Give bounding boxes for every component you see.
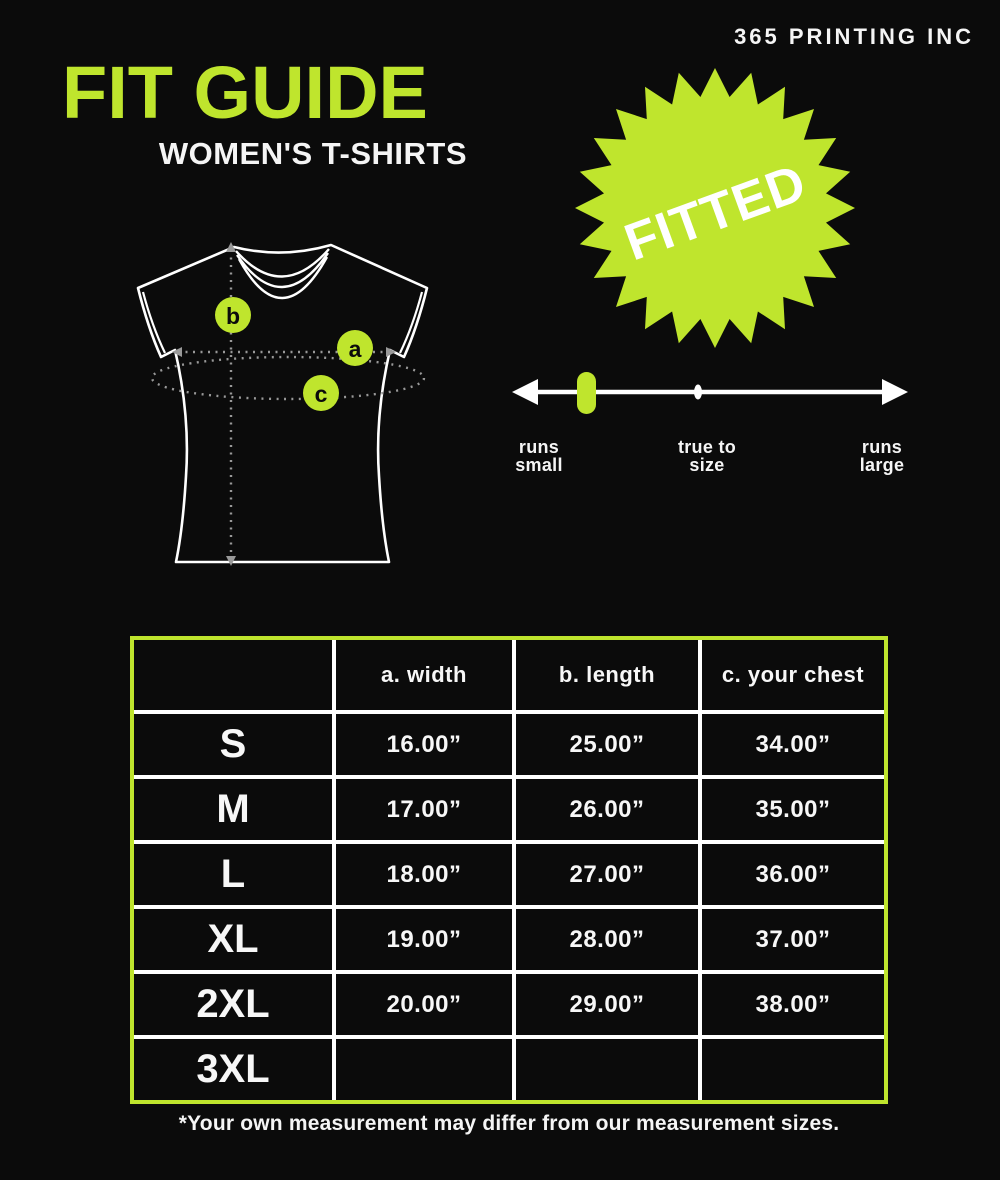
starburst-icon: FITTED — [575, 68, 855, 348]
label-true-to-size: true to size — [677, 437, 737, 475]
table-cell-chest: 34.00” — [702, 714, 884, 775]
page-subtitle: WOMEN'S T-SHIRTS — [158, 136, 467, 171]
tshirt-diagram: b a c — [125, 226, 455, 581]
table-cell-length: 29.00” — [516, 974, 698, 1035]
fit-scale-arrow-icon — [512, 372, 908, 414]
table-cell-chest: 36.00” — [702, 844, 884, 905]
table-cell-chest — [702, 1039, 884, 1100]
label-runs-small: runs small — [515, 437, 563, 475]
table-row-size: S — [134, 714, 332, 775]
table-row-size: L — [134, 844, 332, 905]
brand-name: 365 PRINTING INC — [734, 24, 974, 49]
label-runs-large: runs large — [859, 437, 905, 475]
table-cell-width: 18.00” — [336, 844, 512, 905]
fit-scale-labels: runs small true to size runs large — [0, 430, 1000, 480]
marker-c-label: c — [315, 381, 328, 407]
table-header-width: a. width — [336, 640, 512, 710]
page-title: FIT GUIDE — [62, 51, 428, 134]
table-cell-length: 28.00” — [516, 909, 698, 970]
marker-c: c — [303, 375, 339, 411]
marker-a: a — [337, 330, 373, 366]
table-cell-width — [336, 1039, 512, 1100]
table-cell-width: 20.00” — [336, 974, 512, 1035]
arrow-right-icon — [882, 379, 908, 405]
tshirt-outline-icon: b a c — [136, 242, 429, 566]
true-to-size-dot-icon — [694, 384, 702, 400]
fit-scale — [500, 355, 920, 435]
table-cell-chest: 37.00” — [702, 909, 884, 970]
table-row-size: 2XL — [134, 974, 332, 1035]
table-cell-width: 17.00” — [336, 779, 512, 840]
footnote: *Your own measurement may differ from ou… — [178, 1112, 840, 1135]
table-row-size: XL — [134, 909, 332, 970]
fitted-badge: FITTED — [570, 63, 860, 358]
fit-indicator-icon — [577, 372, 596, 414]
table-cell-width: 19.00” — [336, 909, 512, 970]
table-cell-chest: 38.00” — [702, 974, 884, 1035]
title-block: FIT GUIDE WOMEN'S T-SHIRTS — [62, 56, 467, 172]
size-table: a. width b. length c. your chest S 16.00… — [130, 636, 888, 1104]
table-cell-length: 26.00” — [516, 779, 698, 840]
arrow-left-icon — [512, 379, 538, 405]
table-cell-width: 16.00” — [336, 714, 512, 775]
table-cell-length — [516, 1039, 698, 1100]
table-header-length: b. length — [516, 640, 698, 710]
table-cell-length: 25.00” — [516, 714, 698, 775]
marker-a-label: a — [349, 336, 362, 362]
table-cell-chest: 35.00” — [702, 779, 884, 840]
table-header-chest: c. your chest — [702, 640, 884, 710]
table-cell-length: 27.00” — [516, 844, 698, 905]
table-row-size: 3XL — [134, 1039, 332, 1100]
table-row-size: M — [134, 779, 332, 840]
marker-b-label: b — [226, 303, 240, 329]
marker-b: b — [215, 297, 251, 333]
table-header-blank — [134, 640, 332, 710]
